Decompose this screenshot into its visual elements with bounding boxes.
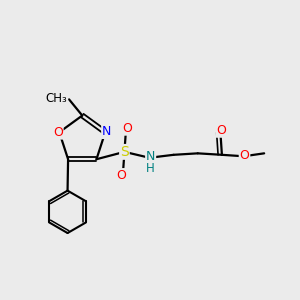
- Text: O: O: [122, 122, 132, 135]
- Text: O: O: [240, 149, 250, 162]
- Text: H: H: [146, 162, 155, 176]
- Text: N: N: [146, 150, 155, 164]
- Text: CH₃: CH₃: [46, 92, 68, 105]
- Text: N: N: [102, 125, 111, 138]
- Text: S: S: [120, 145, 129, 159]
- Text: O: O: [53, 126, 63, 139]
- Text: O: O: [216, 124, 226, 137]
- Text: O: O: [117, 169, 126, 182]
